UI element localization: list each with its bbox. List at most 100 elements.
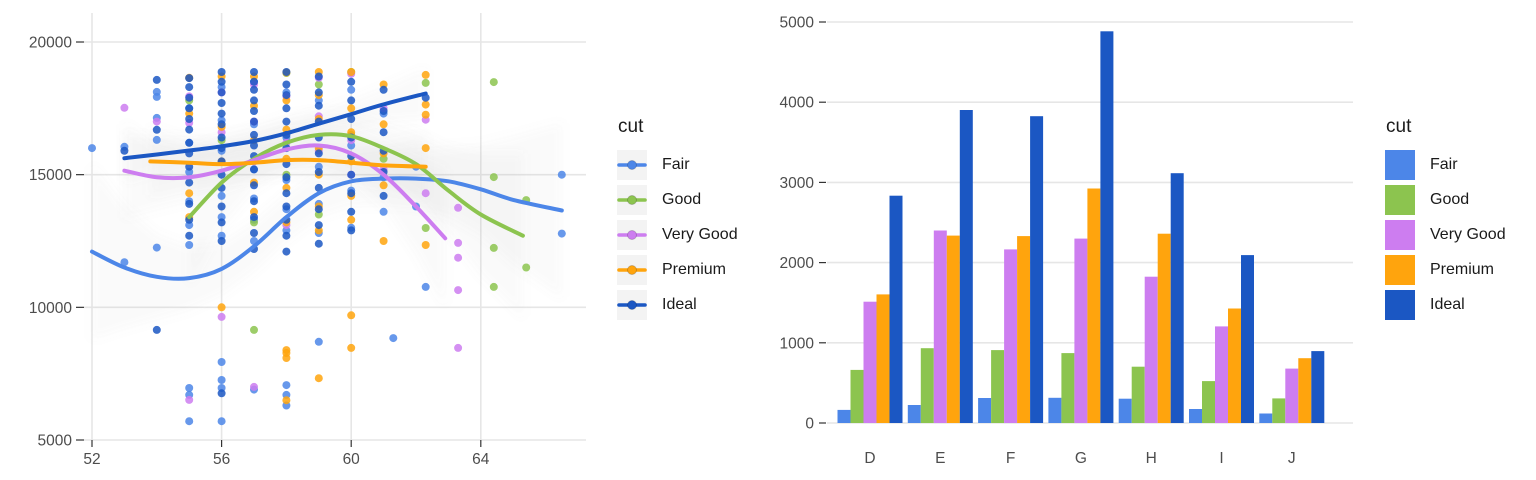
- bar-J-ideal: [1311, 351, 1325, 423]
- bar-G-premium: [1087, 188, 1101, 423]
- scatter-point-ideal: [217, 88, 226, 97]
- bar-I-premium: [1228, 308, 1241, 423]
- bar-I-ideal: [1241, 255, 1254, 423]
- scatter-point-ideal: [314, 149, 323, 158]
- scatter-point-very-good: [217, 312, 226, 321]
- scatter-point-ideal: [250, 181, 258, 190]
- scatter-point-premium: [421, 241, 430, 249]
- scatter-point-very-good: [250, 382, 258, 391]
- bar-H-good: [1131, 366, 1145, 423]
- y-tick-label: 20000: [29, 35, 72, 52]
- x-category-label: E: [935, 450, 945, 467]
- scatter-point-ideal: [314, 88, 323, 97]
- scatter-point-ideal: [152, 325, 161, 334]
- scatter-legend: cut Fair Good Very Good Premium Ideal: [617, 116, 738, 325]
- legend-label-good: Good: [1430, 191, 1470, 208]
- y-tick-label: 10000: [29, 300, 72, 317]
- bar-G-very-good: [1074, 238, 1088, 423]
- scatter-point-very-good: [454, 203, 463, 212]
- bar-D-very-good: [863, 301, 877, 423]
- scatter-point-fair: [152, 135, 161, 144]
- y-tick-label: 1000: [780, 335, 815, 352]
- scatter-point-fair: [314, 337, 323, 346]
- bar-G-fair: [1048, 397, 1062, 423]
- scatter-point-ideal: [185, 138, 194, 147]
- scatter-legend-title: cut: [618, 116, 644, 137]
- y-tick-label: 5000: [38, 433, 73, 450]
- legend-label-very-good: Very Good: [1430, 226, 1506, 243]
- scatter-point-ideal: [217, 99, 226, 107]
- legend-label-premium: Premium: [1430, 261, 1495, 278]
- scatter-point-fair: [347, 85, 356, 94]
- scatter-point-fair: [217, 358, 226, 366]
- scatter-point-good: [489, 282, 498, 291]
- key-fill: [1385, 290, 1415, 320]
- bar-legend-items: Fair Good Very Good Premium Ideal: [1385, 150, 1506, 320]
- scatter-point-ideal: [217, 133, 226, 142]
- y-tick-label: 3000: [780, 175, 815, 192]
- key-fill: [1385, 220, 1415, 250]
- y-tick-label: 5000: [780, 15, 815, 32]
- scatter-point-fair: [217, 191, 226, 200]
- bar-legend: cut Fair Good Very Good Premium Ideal: [1385, 116, 1506, 325]
- scatter-point-ideal: [185, 83, 194, 92]
- scatter-point-ideal: [347, 207, 356, 216]
- scatter-point-fair: [185, 417, 194, 426]
- scatter-point-fair: [152, 92, 161, 101]
- scatter-point-fair: [185, 241, 194, 249]
- scatter-point-ideal: [120, 146, 129, 155]
- scatter-point-ideal: [250, 117, 258, 126]
- scatter-point-very-good: [185, 395, 194, 404]
- scatter-point-ideal: [250, 96, 258, 105]
- scatter-point-very-good: [120, 103, 129, 112]
- y-tick-label: 4000: [780, 95, 815, 112]
- scatter-point-fair: [557, 229, 566, 238]
- scatter-point-fair: [389, 334, 398, 343]
- scatter-point-fair: [282, 381, 291, 390]
- legend-item-premium: Premium: [1385, 255, 1506, 285]
- scatter-point-ideal: [185, 104, 194, 113]
- bar-G-ideal: [1100, 31, 1114, 424]
- legend-item-ideal: Ideal: [1385, 290, 1506, 320]
- scatter-point-ideal: [185, 199, 194, 208]
- scatter-point-good: [489, 243, 498, 252]
- scatter-point-good: [314, 80, 323, 89]
- bar-G-good: [1061, 353, 1075, 423]
- legend-label-fair: Fair: [662, 156, 690, 173]
- legend-line-key-ideal: [617, 290, 647, 320]
- key-fill: [1385, 185, 1415, 215]
- scatter-point-premium: [379, 181, 388, 190]
- scatter-point-ideal: [314, 239, 323, 248]
- x-category-label: F: [1006, 450, 1015, 467]
- bar-F-ideal: [1030, 116, 1044, 423]
- scatter-point-ideal: [185, 178, 194, 187]
- scatter-point-good: [250, 325, 258, 334]
- legend-line-key-very-good: [617, 220, 647, 250]
- bar-F-fair: [978, 398, 992, 423]
- x-category-label: G: [1075, 450, 1087, 467]
- scatter-point-ideal: [282, 173, 291, 182]
- scatter-point-ideal: [379, 107, 388, 115]
- bar-H-fair: [1118, 398, 1132, 423]
- scatter-point-very-good: [454, 238, 463, 247]
- legend-item-fair: Fair: [617, 150, 738, 180]
- legend-label-fair: Fair: [1430, 156, 1458, 173]
- bar-legend-title: cut: [1386, 116, 1412, 137]
- scatter-point-ideal: [282, 91, 291, 100]
- scatter-point-ideal: [185, 115, 194, 123]
- bar-D-premium: [876, 294, 890, 423]
- x-tick-label: 56: [213, 451, 230, 468]
- legend-label-ideal: Ideal: [1430, 296, 1465, 313]
- scatter-point-ideal: [250, 107, 258, 115]
- key-point: [627, 195, 637, 205]
- scatter-point-ideal: [314, 168, 323, 176]
- x-category-label: J: [1288, 450, 1296, 467]
- smooth-line-premium: [148, 157, 428, 169]
- bar-E-ideal: [959, 110, 973, 423]
- legend-item-good: Good: [1385, 185, 1506, 215]
- scatter-point-ideal: [347, 77, 356, 86]
- legend-item-premium: Premium: [617, 255, 738, 285]
- scatter-point-ideal: [282, 80, 291, 89]
- x-category-label: I: [1219, 450, 1223, 467]
